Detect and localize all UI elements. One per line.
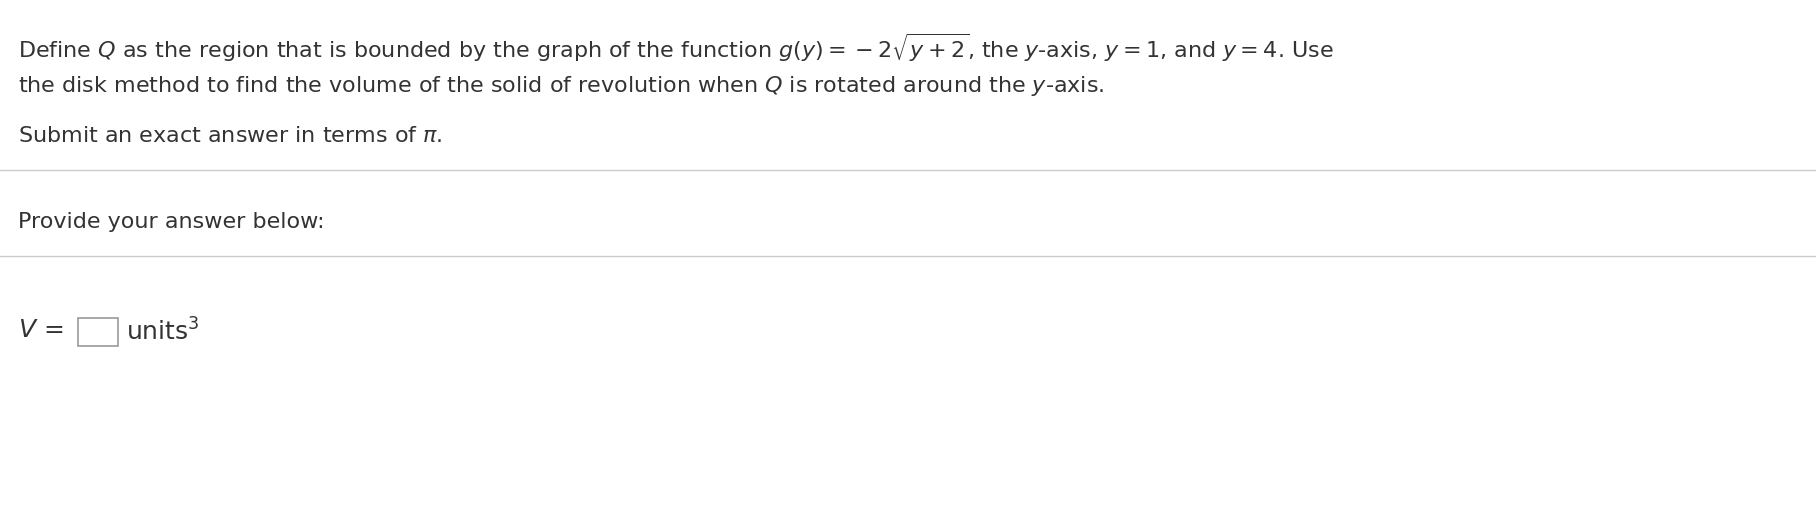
- Text: Provide your answer below:: Provide your answer below:: [18, 212, 325, 232]
- Text: Define $Q$ as the region that is bounded by the graph of the function $g(y) = -2: Define $Q$ as the region that is bounded…: [18, 32, 1333, 64]
- FancyBboxPatch shape: [78, 318, 118, 346]
- Text: units$^3$: units$^3$: [125, 318, 200, 345]
- Text: Submit an exact answer in terms of $\pi$.: Submit an exact answer in terms of $\pi$…: [18, 126, 443, 146]
- Text: $V$ =: $V$ =: [18, 318, 64, 342]
- Text: the disk method to find the volume of the solid of revolution when $Q$ is rotate: the disk method to find the volume of th…: [18, 74, 1104, 98]
